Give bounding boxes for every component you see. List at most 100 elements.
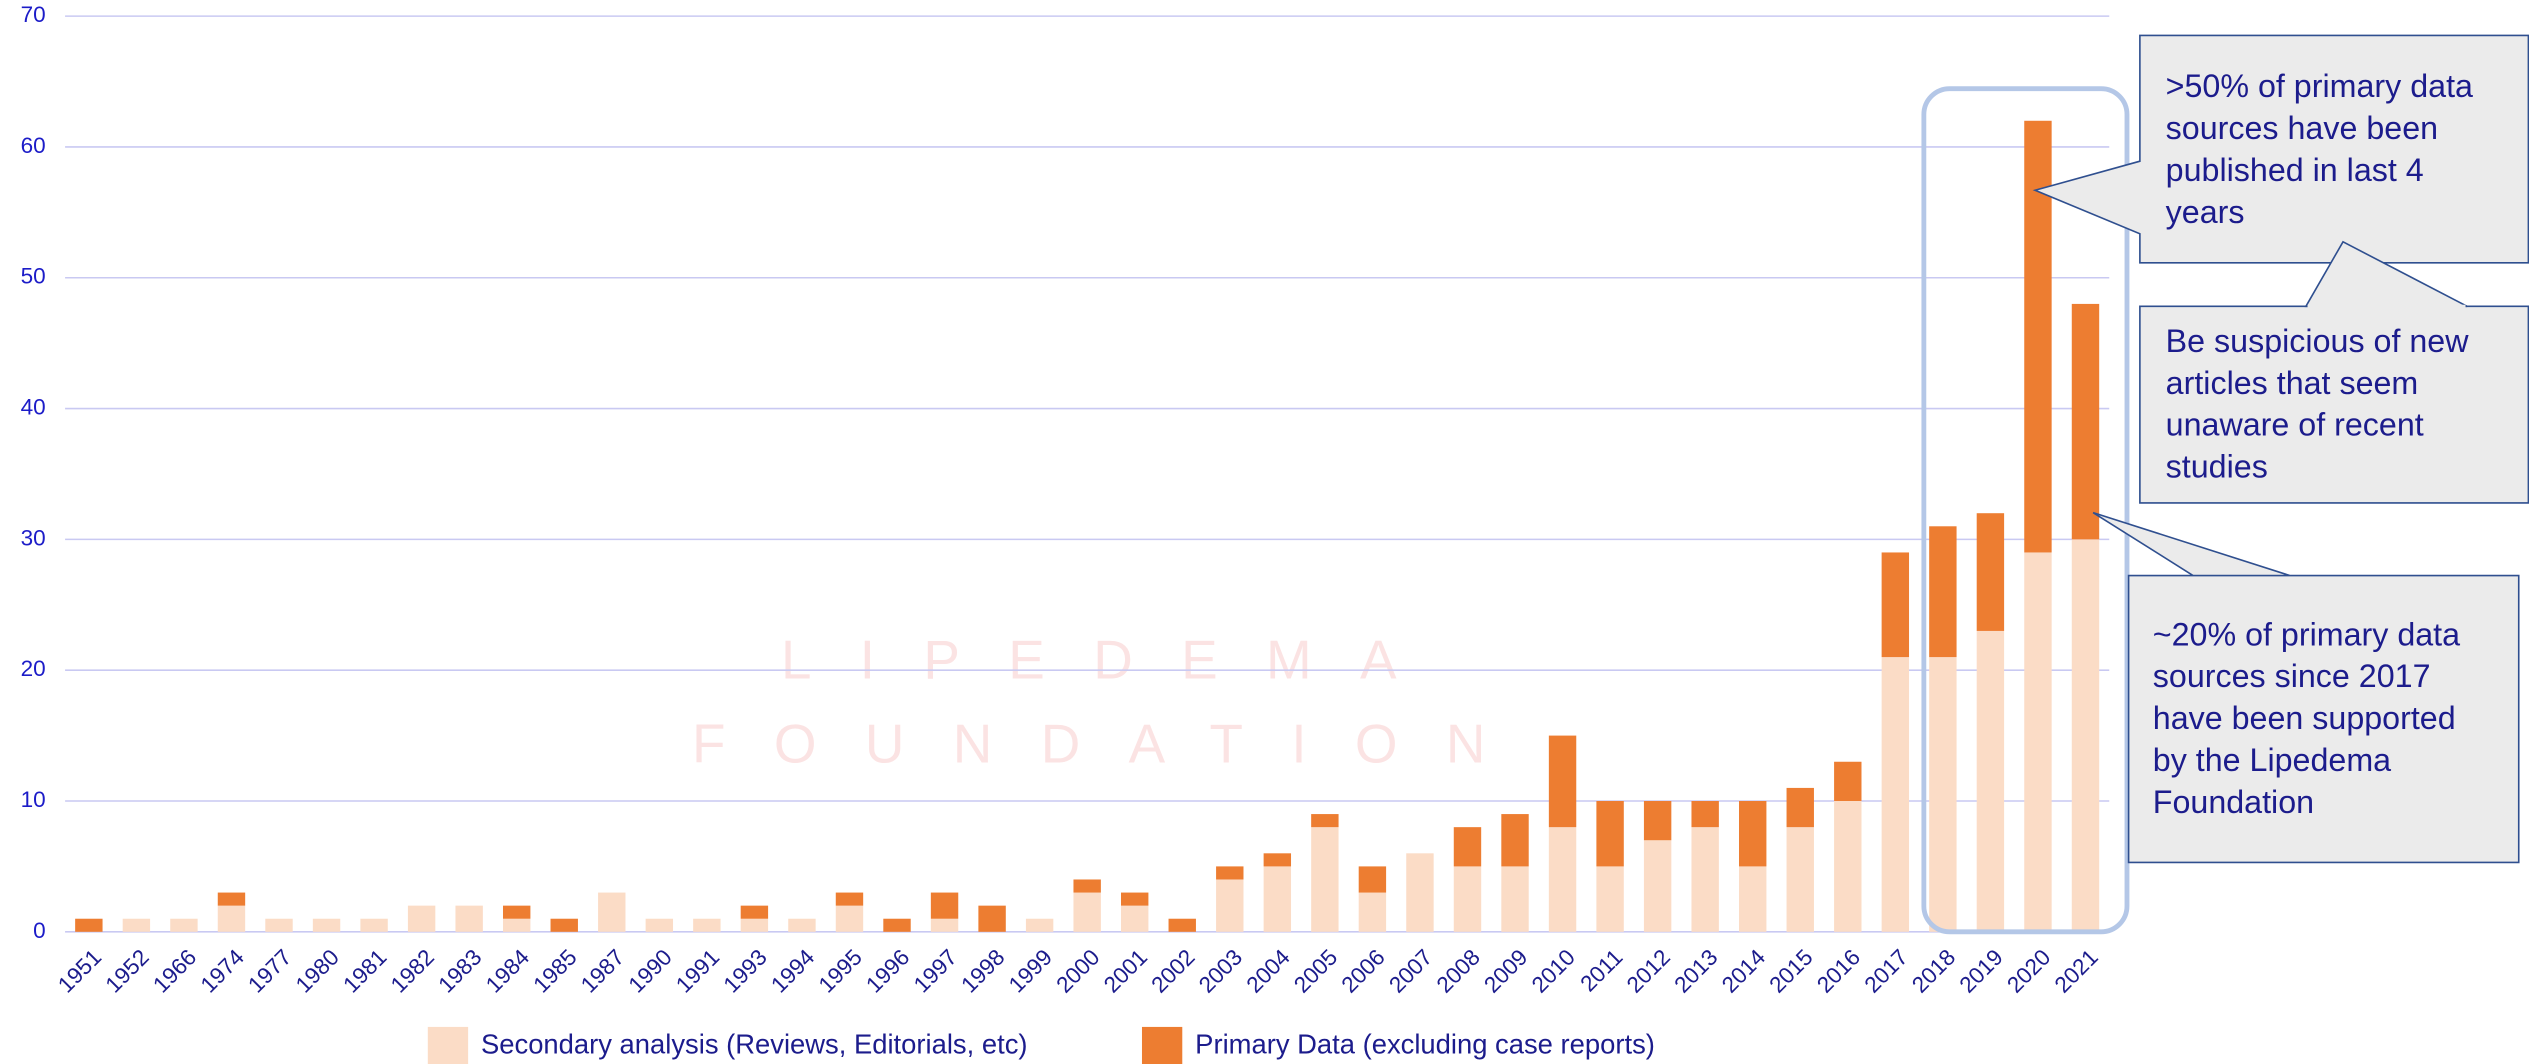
annotation-text: unaware of recent <box>2166 407 2424 443</box>
x-tick-label: 2000 <box>1051 944 1104 997</box>
annotation-text: years <box>2166 194 2245 230</box>
bar-segment <box>1643 840 1672 932</box>
x-tick-label: 1994 <box>766 944 819 997</box>
bar-segment <box>1121 905 1149 932</box>
bar-segment <box>1881 552 1910 658</box>
bar-segment <box>1691 827 1719 932</box>
x-tick-label: 1981 <box>338 944 391 997</box>
bar-segment <box>1929 526 1957 658</box>
bar-segment <box>1739 866 1767 932</box>
annotation-text: ~20% of primary data <box>2153 616 2460 652</box>
x-tick-label: 2015 <box>1765 944 1818 997</box>
x-tick-label: 1993 <box>719 944 772 997</box>
bar-segment <box>598 892 626 932</box>
bar-segment <box>835 905 864 932</box>
bar-segment <box>1834 761 1862 801</box>
x-tick-label: 1997 <box>909 944 962 997</box>
x-tick-label: 2021 <box>2050 944 2103 997</box>
x-tick-label: 2004 <box>1242 944 1295 997</box>
highlight-frame <box>1921 86 2130 935</box>
bar-segment <box>1263 853 1292 867</box>
x-tick-label: 1990 <box>624 944 677 997</box>
bar-segment <box>407 905 436 932</box>
annotation-text: published in last 4 <box>2166 152 2424 188</box>
x-tick-label: 2010 <box>1527 944 1580 997</box>
x-tick-label: 1996 <box>861 944 914 997</box>
annotation-text: sources have been <box>2166 110 2438 146</box>
plot-area: LIPEDEMA FOUNDATION 0 10 20 30 40 50 60 70 1951195… <box>21 2 2110 998</box>
x-tick-label: 1951 <box>53 944 106 997</box>
legend-label: Secondary analysis (Reviews, Editorials,… <box>481 1029 1028 1060</box>
x-tick-label: 2009 <box>1479 944 1532 997</box>
x-tick-label: 1991 <box>671 944 724 997</box>
bar-segment <box>2071 539 2100 932</box>
bar-segment <box>1881 657 1910 932</box>
bar-segment <box>75 918 103 932</box>
bar-segment <box>1263 866 1292 932</box>
bar-segment <box>1025 918 1054 932</box>
annotation-text: >50% of primary data <box>2166 68 2473 104</box>
legend-label: Primary Data (excluding case reports) <box>1195 1029 1655 1060</box>
y-tick-label: 70 <box>21 2 46 27</box>
bar-segment <box>740 905 769 919</box>
bar-segment <box>1501 814 1529 867</box>
bar-segment <box>1216 866 1244 880</box>
y-tick-label: 30 <box>21 525 46 550</box>
bar-segment <box>1216 879 1244 932</box>
x-tick-label: 2008 <box>1432 944 1485 997</box>
annotation-text: articles that seem <box>2166 365 2419 401</box>
bar-segment <box>740 918 769 932</box>
bar-segment <box>312 918 341 932</box>
bar-segment <box>455 905 483 932</box>
bar-segment <box>1739 800 1767 867</box>
bar-segment <box>835 892 864 906</box>
annotation-text: Be suspicious of new <box>2166 323 2470 359</box>
legend-swatch <box>427 1026 469 1064</box>
x-tick-label: 1966 <box>148 944 201 997</box>
bar-segment <box>1358 892 1387 932</box>
bar-segment <box>1976 630 2005 932</box>
callout-box <box>2092 511 2520 864</box>
bar-segment <box>1786 827 1814 932</box>
bar-segment <box>930 918 959 932</box>
x-tick-label: 2016 <box>1812 944 1865 997</box>
y-tick-label: 40 <box>21 395 46 420</box>
x-tick-label: 2006 <box>1337 944 1390 997</box>
annotation-text: studies <box>2166 449 2268 485</box>
bar-segment <box>1073 879 1101 893</box>
bar-segment <box>978 905 1006 932</box>
x-tick-label: 2018 <box>1907 944 1960 997</box>
bar-segment <box>122 918 151 932</box>
bar-segment <box>1596 800 1624 867</box>
bar-segment <box>502 918 531 932</box>
bar-segment <box>502 905 531 919</box>
bar-segment <box>2024 120 2052 553</box>
bar-segment <box>1691 800 1719 828</box>
bar-segment <box>1643 800 1672 841</box>
bar-segment <box>1311 827 1339 932</box>
bar-segment <box>1168 918 1196 932</box>
bar-segment <box>217 905 246 932</box>
bar-segment <box>2024 552 2052 932</box>
y-tick-label: 60 <box>21 133 46 158</box>
x-tick-label: 2003 <box>1194 944 1247 997</box>
bar-segment <box>265 918 293 932</box>
annotation-text: sources since 2017 <box>2153 658 2431 694</box>
bar-segment <box>1453 827 1482 867</box>
x-tick-label: 1998 <box>956 944 1009 997</box>
bar-segment <box>693 918 721 932</box>
bar-segment <box>1976 513 2005 631</box>
annotation-text: Foundation <box>2153 784 2314 820</box>
bar-segment <box>1501 866 1529 932</box>
x-tick-label: 2019 <box>1955 944 2008 997</box>
x-tick-label: 2007 <box>1384 944 1437 997</box>
y-tick-label: 50 <box>21 264 46 289</box>
x-tick-label: 2012 <box>1622 944 1675 997</box>
x-tick-label: 1999 <box>1004 944 1057 997</box>
y-tick-label: 0 <box>33 918 46 943</box>
x-tick-label: 1974 <box>196 944 249 997</box>
x-tick-label: 1995 <box>814 944 867 997</box>
x-tick-label: 1977 <box>243 944 296 997</box>
bar-segment <box>1596 866 1624 932</box>
bar-segment <box>1073 892 1101 932</box>
